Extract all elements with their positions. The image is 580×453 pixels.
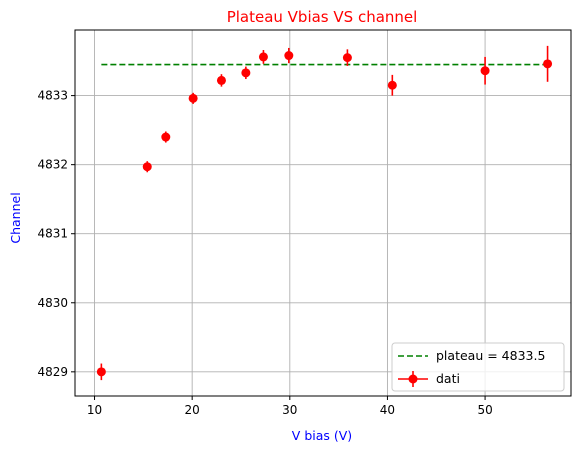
data-point bbox=[142, 162, 152, 172]
data-point bbox=[188, 93, 198, 103]
legend-dati-marker bbox=[408, 374, 418, 384]
data-point bbox=[543, 59, 553, 69]
x-tick-label: 10 bbox=[87, 403, 102, 417]
y-tick-label: 4832 bbox=[37, 158, 68, 172]
y-tick-label: 4829 bbox=[37, 365, 68, 379]
data-point bbox=[96, 367, 106, 377]
x-tick-label: 40 bbox=[380, 403, 395, 417]
data-point bbox=[216, 75, 226, 85]
legend-plateau-label: plateau = 4833.5 bbox=[436, 348, 545, 363]
data-point bbox=[387, 80, 397, 90]
y-tick-label: 4831 bbox=[37, 227, 68, 241]
chart-title: Plateau Vbias VS channel bbox=[227, 8, 418, 26]
ticks-layer: 10 20 30 40 50 4829 4830 4831 4832 4833 bbox=[37, 89, 492, 417]
data-point bbox=[342, 53, 352, 63]
y-axis-title: Channel bbox=[8, 192, 23, 243]
y-tick-label: 4833 bbox=[37, 89, 68, 103]
x-tick-label: 50 bbox=[477, 403, 492, 417]
x-tick-label: 20 bbox=[185, 403, 200, 417]
data-point bbox=[284, 51, 294, 61]
data-point bbox=[258, 52, 268, 62]
legend: plateau = 4833.5 dati bbox=[391, 342, 565, 392]
legend-box bbox=[391, 342, 565, 392]
grid-lines bbox=[75, 30, 571, 396]
data-point bbox=[241, 68, 251, 78]
data-points-layer bbox=[96, 45, 553, 381]
legend-dati-label: dati bbox=[436, 371, 460, 386]
data-point bbox=[161, 132, 171, 142]
plot-frame bbox=[74, 29, 572, 397]
data-point bbox=[480, 66, 490, 76]
x-tick-label: 30 bbox=[282, 403, 297, 417]
y-tick-label: 4830 bbox=[37, 296, 68, 310]
x-axis-title: V bias (V) bbox=[292, 428, 352, 443]
